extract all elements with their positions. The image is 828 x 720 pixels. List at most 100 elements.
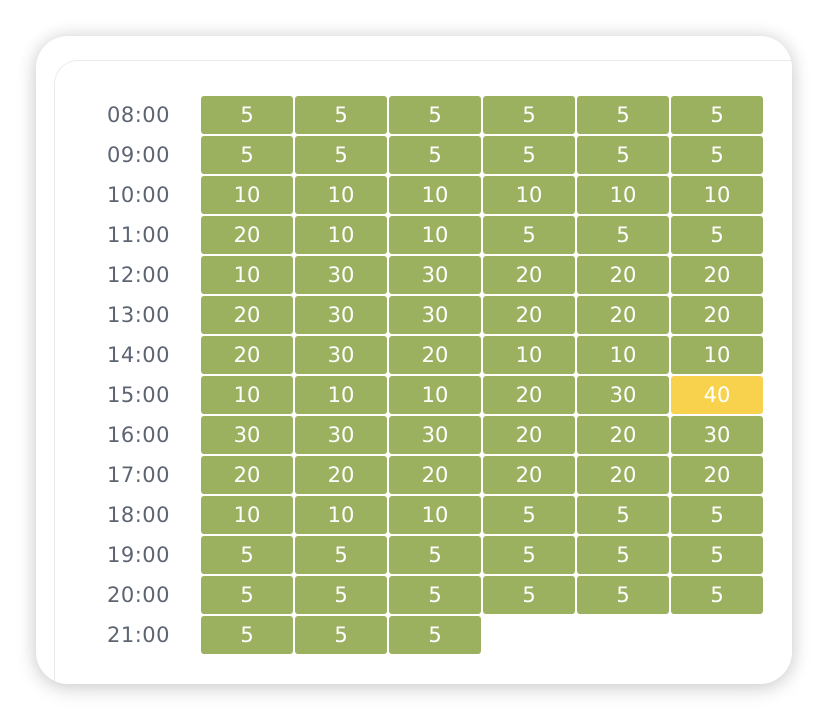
- schedule-cell[interactable]: 20: [671, 296, 763, 334]
- schedule-cell[interactable]: 10: [295, 216, 387, 254]
- schedule-cell[interactable]: 5: [483, 536, 575, 574]
- schedule-cell[interactable]: 5: [201, 536, 293, 574]
- schedule-cell[interactable]: 5: [671, 216, 763, 254]
- schedule-cell[interactable]: 10: [389, 496, 481, 534]
- schedule-cell[interactable]: 5: [577, 576, 669, 614]
- schedule-cell[interactable]: 5: [671, 536, 763, 574]
- schedule-cell[interactable]: 5: [483, 136, 575, 174]
- schedule-cell[interactable]: 5: [201, 96, 293, 134]
- schedule-cell[interactable]: 10: [201, 496, 293, 534]
- schedule-cell[interactable]: 10: [201, 256, 293, 294]
- time-label: 21:00: [107, 623, 171, 647]
- schedule-cell[interactable]: 10: [671, 336, 763, 374]
- schedule-cell[interactable]: 5: [295, 536, 387, 574]
- schedule-cell[interactable]: 20: [671, 256, 763, 294]
- schedule-cell[interactable]: 5: [577, 136, 669, 174]
- schedule-cell[interactable]: 30: [389, 296, 481, 334]
- schedule-cell[interactable]: 10: [483, 336, 575, 374]
- schedule-cell[interactable]: 5: [671, 576, 763, 614]
- schedule-cell[interactable]: 5: [671, 136, 763, 174]
- schedule-cell[interactable]: 20: [483, 416, 575, 454]
- schedule-cell[interactable]: 5: [389, 536, 481, 574]
- schedule-cell[interactable]: 20: [201, 296, 293, 334]
- schedule-cell[interactable]: 20: [483, 256, 575, 294]
- schedule-cell-highlighted[interactable]: 40: [671, 376, 763, 414]
- schedule-row: 10:00 10 10 10 10 10 10: [55, 176, 775, 216]
- schedule-cell[interactable]: 30: [295, 416, 387, 454]
- schedule-cell[interactable]: 10: [671, 176, 763, 214]
- time-label: 09:00: [107, 143, 171, 167]
- schedule-cell[interactable]: 10: [201, 376, 293, 414]
- schedule-cell[interactable]: 5: [389, 576, 481, 614]
- schedule-cell[interactable]: 5: [483, 216, 575, 254]
- schedule-cell[interactable]: 5: [483, 96, 575, 134]
- schedule-cell[interactable]: 5: [483, 576, 575, 614]
- time-label: 11:00: [107, 223, 171, 247]
- schedule-cell[interactable]: 5: [201, 616, 293, 654]
- schedule-cell[interactable]: 10: [483, 176, 575, 214]
- schedule-cell[interactable]: 20: [483, 296, 575, 334]
- schedule-cell[interactable]: 30: [295, 296, 387, 334]
- schedule-cell[interactable]: 30: [671, 416, 763, 454]
- schedule-cell[interactable]: 5: [295, 576, 387, 614]
- schedule-cell[interactable]: 30: [389, 416, 481, 454]
- schedule-cell[interactable]: 20: [295, 456, 387, 494]
- schedule-cell[interactable]: 5: [577, 216, 669, 254]
- schedule-panel: 08:00 5 5 5 5 5 5 09:00 5 5 5 5 5 5 10:00 10 10 10 10 10 10 1…: [54, 60, 792, 684]
- schedule-cell[interactable]: 10: [389, 376, 481, 414]
- schedule-cell[interactable]: 30: [201, 416, 293, 454]
- schedule-cell[interactable]: 20: [389, 336, 481, 374]
- schedule-cell[interactable]: 20: [577, 416, 669, 454]
- schedule-row: 08:00 5 5 5 5 5 5: [55, 96, 775, 136]
- schedule-cell[interactable]: 5: [295, 136, 387, 174]
- time-label: 20:00: [107, 583, 171, 607]
- schedule-cell[interactable]: 10: [577, 336, 669, 374]
- schedule-cell[interactable]: 5: [577, 536, 669, 574]
- schedule-cell[interactable]: 5: [483, 496, 575, 534]
- schedule-cell[interactable]: 5: [577, 96, 669, 134]
- schedule-cell[interactable]: 20: [201, 216, 293, 254]
- time-label: 13:00: [107, 303, 171, 327]
- schedule-cell[interactable]: 5: [389, 96, 481, 134]
- schedule-cell[interactable]: 5: [389, 616, 481, 654]
- schedule-cell[interactable]: 5: [389, 136, 481, 174]
- schedule-row: 19:00 5 5 5 5 5 5: [55, 536, 775, 576]
- schedule-row: 21:00 5 5 5: [55, 616, 775, 656]
- schedule-cell[interactable]: 30: [295, 256, 387, 294]
- schedule-cell[interactable]: 10: [295, 496, 387, 534]
- schedule-cell[interactable]: 5: [201, 576, 293, 614]
- schedule-cell[interactable]: 20: [671, 456, 763, 494]
- time-label: 16:00: [107, 423, 171, 447]
- schedule-row: 09:00 5 5 5 5 5 5: [55, 136, 775, 176]
- schedule-cell[interactable]: 10: [295, 176, 387, 214]
- schedule-cell[interactable]: 20: [483, 376, 575, 414]
- schedule-cell[interactable]: 20: [389, 456, 481, 494]
- schedule-cell[interactable]: 10: [389, 176, 481, 214]
- schedule-cell[interactable]: 10: [577, 176, 669, 214]
- schedule-cell[interactable]: 30: [389, 256, 481, 294]
- schedule-cell[interactable]: 20: [577, 456, 669, 494]
- schedule-cell[interactable]: 5: [295, 96, 387, 134]
- schedule-cell[interactable]: 20: [483, 456, 575, 494]
- schedule-row: 17:00 20 20 20 20 20 20: [55, 456, 775, 496]
- schedule-cell[interactable]: 10: [295, 376, 387, 414]
- schedule-cell[interactable]: 5: [295, 616, 387, 654]
- schedule-cell[interactable]: 10: [389, 216, 481, 254]
- time-label: 17:00: [107, 463, 171, 487]
- schedule-cell[interactable]: 5: [671, 96, 763, 134]
- schedule-row: 13:00 20 30 30 20 20 20: [55, 296, 775, 336]
- schedule-cell[interactable]: 30: [295, 336, 387, 374]
- schedule-cell[interactable]: 10: [201, 176, 293, 214]
- schedule-cell[interactable]: 5: [201, 136, 293, 174]
- schedule-card: 08:00 5 5 5 5 5 5 09:00 5 5 5 5 5 5 10:00 10 10 10 10 10 10 1…: [36, 36, 792, 684]
- schedule-cell[interactable]: 5: [671, 496, 763, 534]
- schedule-cell[interactable]: 20: [201, 336, 293, 374]
- schedule-cell[interactable]: 5: [577, 496, 669, 534]
- schedule-cell[interactable]: 20: [577, 296, 669, 334]
- time-label: 15:00: [107, 383, 171, 407]
- schedule-cell[interactable]: 30: [577, 376, 669, 414]
- time-label: 18:00: [107, 503, 171, 527]
- schedule-cell[interactable]: 20: [201, 456, 293, 494]
- schedule-row: 15:00 10 10 10 20 30 40: [55, 376, 775, 416]
- schedule-cell[interactable]: 20: [577, 256, 669, 294]
